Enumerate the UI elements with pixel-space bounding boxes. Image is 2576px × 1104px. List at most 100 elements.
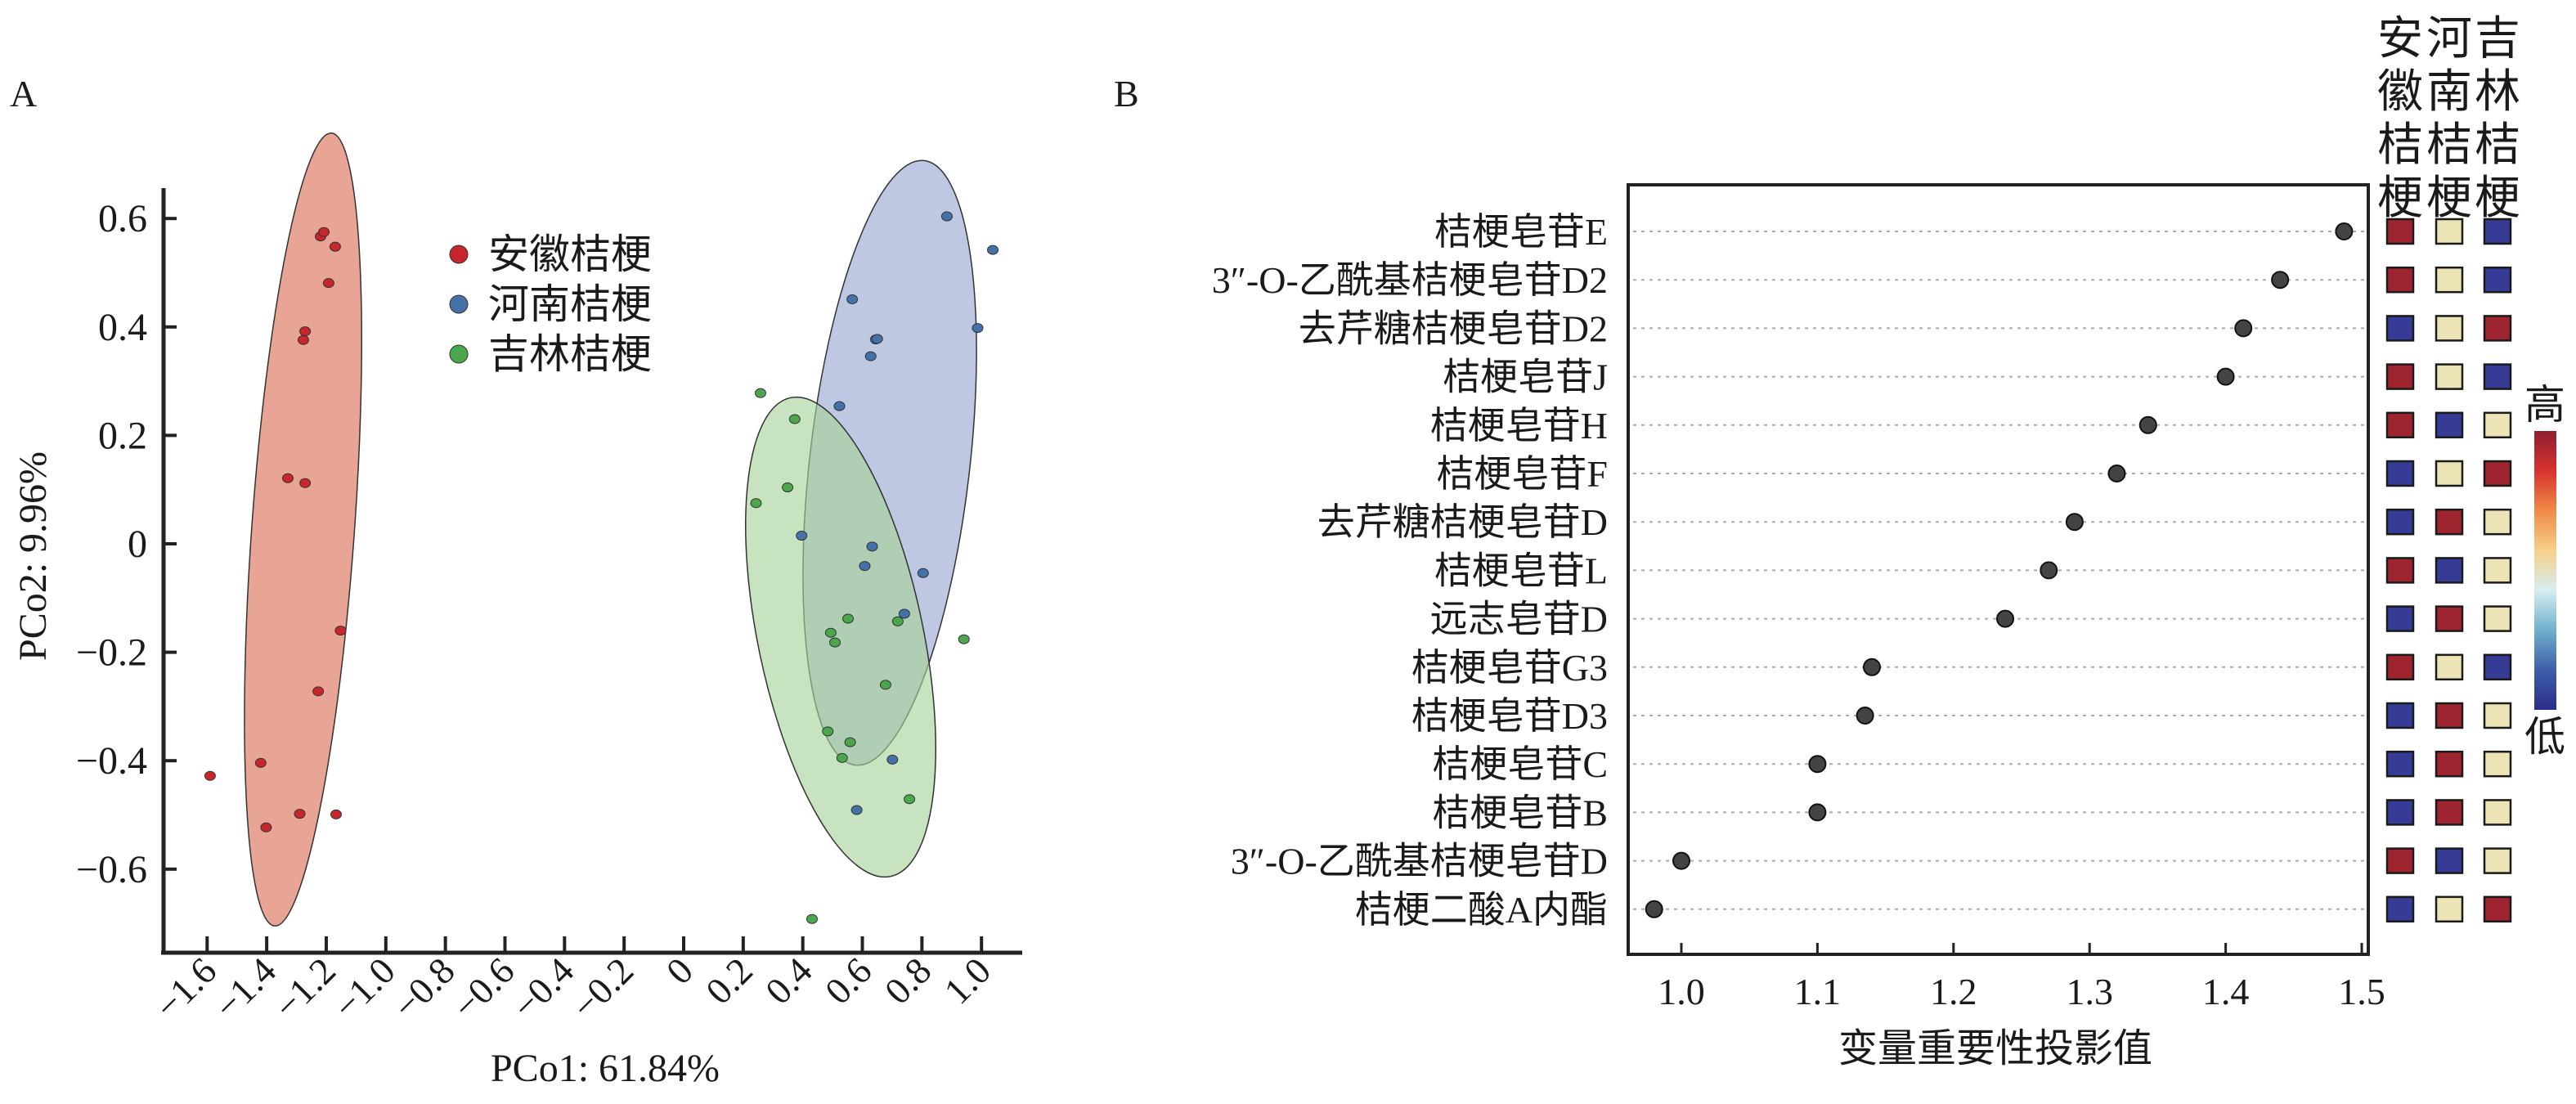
- y-tick-label: −0.6: [76, 848, 147, 891]
- data-point-group-3: [844, 737, 856, 747]
- legend-label: 安徽桔梗: [488, 231, 652, 277]
- heatmap-cell-high: [2385, 411, 2415, 439]
- heatmap-cell-high: [2385, 847, 2415, 874]
- x-tick-label: −1.6: [146, 949, 224, 1027]
- heatmap-cell-mid: [2435, 266, 2464, 294]
- x-tick-label: 1.5: [2338, 971, 2385, 1012]
- compound-label: 桔梗二酸A内酯: [1355, 889, 1608, 931]
- x-tick-label: 0.8: [877, 949, 940, 1012]
- heatmap-cell-low: [2385, 605, 2415, 632]
- heatmap-cell-low: [2483, 653, 2512, 681]
- data-point-group-3: [782, 482, 794, 493]
- heatmap-column-header: 安: [2377, 14, 2423, 65]
- x-tick-label: −0.2: [563, 949, 641, 1027]
- data-point-group-1: [204, 770, 216, 781]
- x-tick-label: −1.4: [206, 949, 284, 1027]
- y-tick-label: 0.4: [98, 306, 147, 349]
- x-tick-label: 1.1: [1794, 971, 1842, 1012]
- data-point-group-3: [806, 913, 818, 924]
- legend-marker: [449, 344, 469, 364]
- data-point-group-2: [917, 568, 929, 578]
- data-point-group-3: [754, 388, 766, 398]
- x-ticks: 1.0 1.1 1.2 1.3 1.4 1.5: [1658, 943, 2385, 1012]
- data-point-group-3: [750, 498, 762, 509]
- legend-label: 河南桔梗: [488, 281, 652, 327]
- data-point-group-2: [859, 561, 871, 572]
- x-tick-label: −0.6: [444, 949, 522, 1027]
- data-point-group-1: [299, 326, 312, 337]
- heatmap-cell-high: [2385, 218, 2415, 245]
- heatmap-cell-high: [2435, 508, 2464, 536]
- vip-point: [2107, 464, 2126, 482]
- colorbar-low-label: 低: [2524, 714, 2565, 760]
- panel-a-label: A: [10, 73, 37, 114]
- vip-point: [2040, 561, 2058, 580]
- data-point-group-3: [822, 726, 834, 737]
- y-tick-label: −0.4: [76, 739, 147, 783]
- heatmap-cell-mid: [2483, 411, 2512, 439]
- heatmap-cell-mid: [2435, 895, 2464, 923]
- data-point-group-1: [299, 478, 312, 488]
- vip-point: [2138, 415, 2157, 434]
- panel-b-label: B: [1114, 73, 1139, 114]
- vip-point: [1808, 755, 1827, 774]
- data-point-group-3: [788, 414, 801, 424]
- data-point-group-2: [871, 334, 883, 344]
- y-tick-label: 0: [128, 523, 147, 566]
- heatmap-column-header: 梗: [2377, 173, 2423, 224]
- heatmap-cell-high: [2385, 363, 2415, 390]
- compound-label: 桔梗皂苷B: [1432, 792, 1608, 833]
- y-axis-label: PCo2: 9.96%: [11, 451, 55, 661]
- heatmap-cell-low: [2435, 411, 2464, 439]
- data-point-group-2: [850, 805, 863, 815]
- heatmap-cell-low: [2385, 315, 2415, 342]
- heatmap-cell-mid: [2435, 460, 2464, 487]
- compound-label: 桔梗皂苷E: [1434, 211, 1608, 253]
- heatmap-column-header: 河: [2426, 14, 2472, 65]
- plot-frame: [1627, 183, 2370, 956]
- y-tick-label: −0.2: [76, 631, 147, 675]
- data-point-group-3: [842, 613, 855, 624]
- x-tick-label: 1.3: [2066, 971, 2113, 1012]
- x-tick-label: 1.0: [1658, 971, 1705, 1012]
- legend-label: 吉林桔梗: [488, 331, 652, 377]
- compound-label: 桔梗皂苷F: [1436, 453, 1608, 495]
- vip-point: [1645, 900, 1663, 918]
- heatmap-cell-mid: [2483, 750, 2512, 778]
- compound-label: 去芹糖桔梗皂苷D2: [1299, 307, 1608, 349]
- x-tick-label: 0.2: [698, 949, 761, 1012]
- vip-point: [1808, 803, 1827, 822]
- compound-label: 桔梗皂苷L: [1434, 550, 1608, 591]
- heatmap-cell-low: [2483, 363, 2512, 390]
- data-point-group-2: [972, 323, 984, 334]
- legend-marker: [449, 245, 469, 264]
- heatmap-cell-low: [2385, 460, 2415, 487]
- heatmap-cell-high: [2483, 460, 2512, 487]
- heatmap-cell-mid: [2435, 363, 2464, 390]
- data-point-group-1: [318, 227, 330, 237]
- heatmap-cell-low: [2385, 895, 2415, 923]
- y-tick-label: 0.6: [98, 197, 147, 240]
- data-point-group-2: [866, 541, 878, 552]
- vip-point: [1672, 851, 1690, 870]
- heatmap-cell-mid: [2483, 847, 2512, 874]
- heatmap-cell-high: [2435, 799, 2464, 826]
- vip-point: [2065, 513, 2084, 532]
- x-tick-label: −0.8: [385, 949, 463, 1027]
- heatmap-cell-high: [2435, 702, 2464, 729]
- heatmap-cell-low: [2435, 847, 2464, 874]
- data-point-group-3: [829, 637, 841, 648]
- x-tick-label: 1.2: [1930, 971, 1977, 1012]
- x-axis-label: PCo1: 61.84%: [491, 1047, 720, 1090]
- heatmap-cell-mid: [2435, 218, 2464, 245]
- panel-a-pcoa: A 0.60.40.20−0.2−0.4−0.6 −1.6−1.4−1.2−1.…: [10, 73, 1022, 1090]
- heatmap-cell-high: [2435, 605, 2464, 632]
- compound-label: 远志皂苷D: [1430, 599, 1608, 640]
- heatmap-cell-mid: [2435, 653, 2464, 681]
- data-point-group-1: [334, 626, 347, 636]
- data-point-group-3: [891, 616, 904, 626]
- heatmap-cell-mid: [2483, 799, 2512, 826]
- heatmap-cell-low: [2435, 557, 2464, 584]
